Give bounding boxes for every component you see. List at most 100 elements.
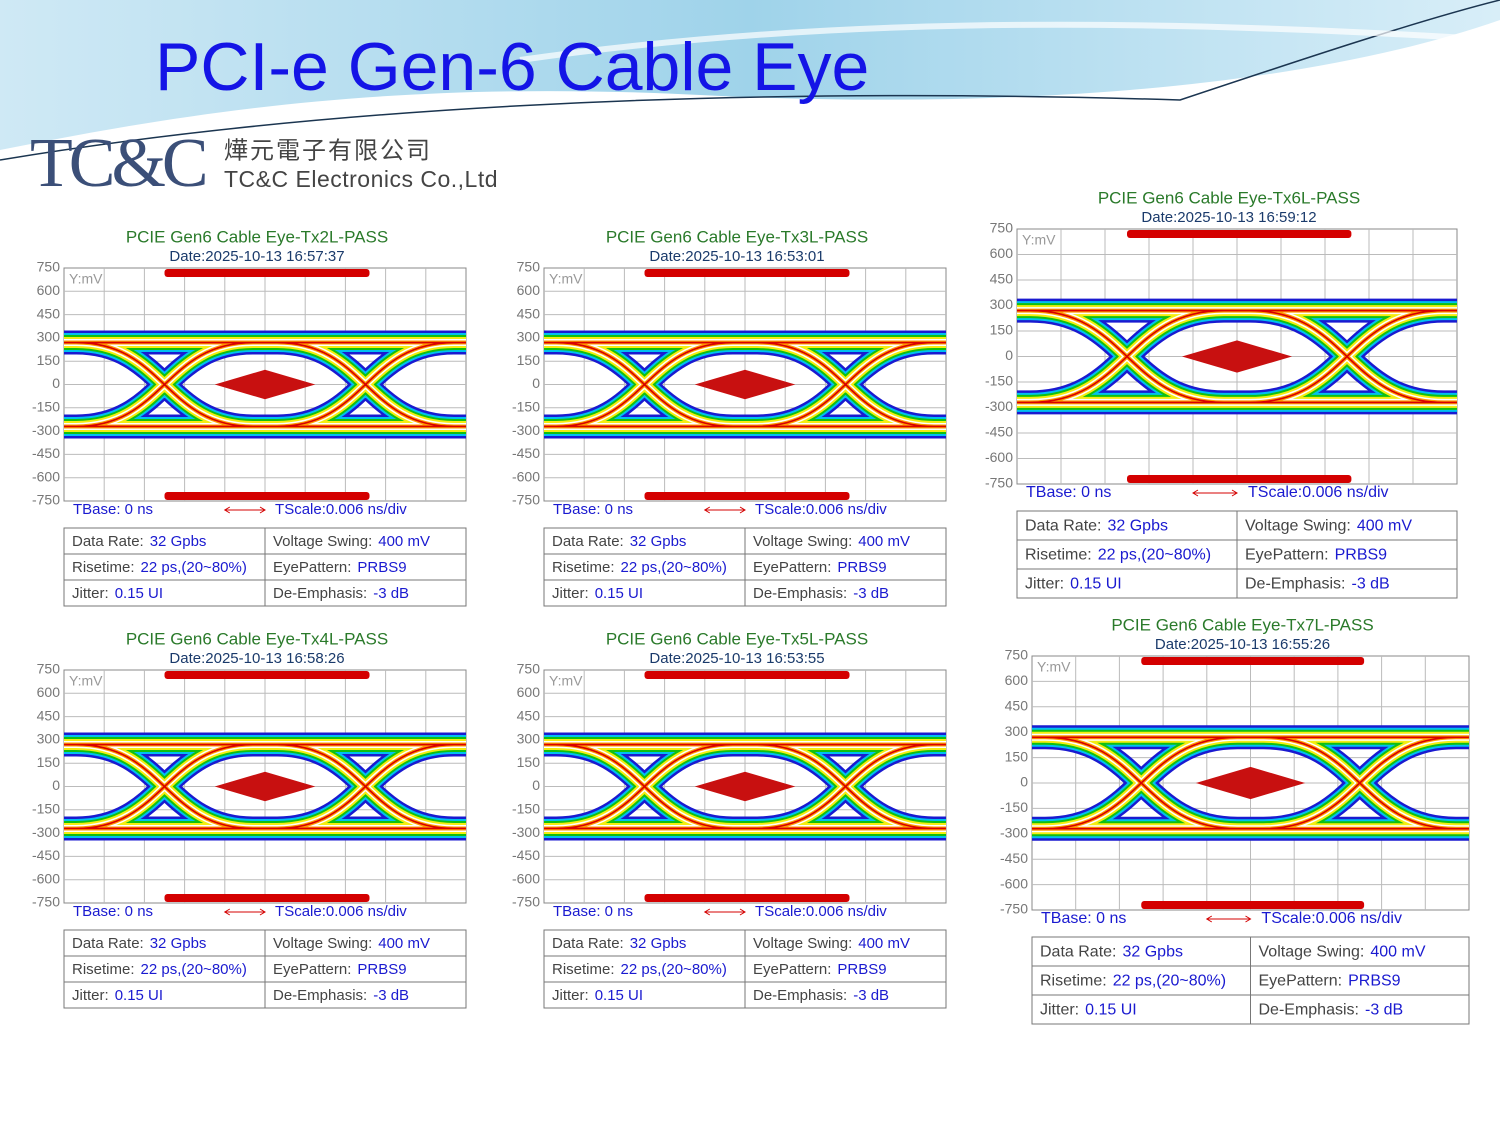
cell-label: Voltage Swing:: [1245, 518, 1351, 535]
cell-value: 0.15 UI: [115, 585, 163, 602]
y-tick-label: -150: [512, 801, 540, 817]
y-tick-label: -300: [32, 824, 60, 840]
y-unit-label: Y:mV: [549, 673, 583, 689]
eye-diagram: [544, 330, 946, 439]
y-tick-label: -450: [512, 847, 540, 863]
table-cell: EyePattern: PRBS9: [753, 559, 887, 576]
y-tick-label: -450: [32, 847, 60, 863]
y-tick-label: 600: [1005, 672, 1029, 688]
table-cell: De-Emphasis: -3 dB: [1259, 1002, 1404, 1019]
cell-label: Voltage Swing:: [753, 533, 852, 550]
panel-date: Date:2025-10-13 16:53:01: [649, 248, 824, 265]
cell-label: Voltage Swing:: [1259, 944, 1365, 961]
y-unit-label: Y:mV: [69, 673, 103, 689]
y-unit-label: Y:mV: [69, 271, 103, 287]
table-cell: Data Rate: 32 Gpbs: [1040, 944, 1183, 961]
table-cell: De-Emphasis: -3 dB: [1245, 576, 1390, 593]
y-tick-label: -750: [1000, 901, 1028, 917]
mask-bar-bottom: [1141, 901, 1365, 909]
eye-trace: [544, 341, 946, 428]
y-tick-label: 450: [517, 305, 541, 321]
y-tick-label: 600: [517, 684, 541, 700]
cell-value: PRBS9: [357, 559, 406, 576]
eye-mask: [1195, 766, 1306, 800]
eye-trace: [544, 743, 946, 830]
cell-label: De-Emphasis:: [273, 987, 367, 1004]
table-cell: Voltage Swing: 400 mV: [273, 935, 430, 952]
panel-title: PCIE Gen6 Cable Eye-Tx2L-PASS: [126, 227, 388, 246]
cell-label: Data Rate:: [552, 533, 624, 550]
cell-value: 32 Gpbs: [1107, 518, 1167, 535]
cell-value: 22 ps,(20~80%): [1113, 973, 1226, 990]
tscale: TScale:0.006 ns/div: [1248, 484, 1389, 501]
arrow-head: [223, 908, 266, 916]
table-cell: EyePattern: PRBS9: [1245, 547, 1387, 564]
cell-value: 32 Gpbs: [150, 935, 207, 952]
cell-value: 400 mV: [1370, 944, 1425, 961]
cell-label: Voltage Swing:: [273, 533, 372, 550]
y-tick-label: 450: [517, 707, 541, 723]
cell-value: PRBS9: [1335, 547, 1388, 564]
y-tick-label: 750: [37, 259, 61, 275]
y-tick-label: -750: [512, 894, 540, 910]
cell-label: Jitter:: [552, 987, 589, 1004]
header-swoosh: [0, 0, 1500, 150]
y-tick-label: 0: [532, 375, 540, 391]
table-cell: EyePattern: PRBS9: [1259, 973, 1401, 990]
cell-value: PRBS9: [837, 559, 886, 576]
y-tick-label: -300: [512, 422, 540, 438]
y-tick-label: -450: [512, 445, 540, 461]
y-tick-label: -750: [32, 492, 60, 508]
y-tick-label: -450: [985, 424, 1013, 440]
cell-value: 22 ps,(20~80%): [141, 961, 247, 978]
tbase: TBase: 0 ns: [1041, 910, 1126, 927]
y-tick-label: 0: [52, 375, 60, 391]
cell-label: EyePattern:: [753, 559, 831, 576]
y-tick-label: -600: [1000, 875, 1028, 891]
y-tick-label: -750: [512, 492, 540, 508]
header-highlight: [519, 21, 1500, 63]
y-tick-label: 150: [37, 754, 61, 770]
y-tick-label: -150: [985, 373, 1013, 389]
table-cell: Risetime: 22 ps,(20~80%): [72, 961, 247, 978]
eye-mask: [694, 771, 796, 802]
y-tick-label: 450: [37, 305, 61, 321]
arrow-head: [703, 506, 746, 514]
cell-label: Jitter:: [72, 585, 109, 602]
eye-mask: [214, 369, 316, 400]
cell-label: Data Rate:: [1040, 944, 1116, 961]
y-tick-label: 300: [1005, 723, 1029, 739]
cell-value: -3 dB: [853, 987, 889, 1004]
mask-bar-bottom: [164, 492, 370, 500]
arrow-head: [223, 506, 266, 514]
y-tick-label: -300: [1000, 825, 1028, 841]
panel-date: Date:2025-10-13 16:53:55: [649, 650, 824, 667]
mask-bar-top: [644, 671, 850, 679]
eye-trace: [64, 743, 466, 830]
table-cell: Jitter: 0.15 UI: [72, 585, 163, 602]
cell-value: 32 Gpbs: [1122, 944, 1182, 961]
cell-label: De-Emphasis:: [273, 585, 367, 602]
table-cell: EyePattern: PRBS9: [273, 961, 407, 978]
table-cell: De-Emphasis: -3 dB: [753, 987, 889, 1004]
header-line: [0, 0, 1500, 161]
table-cell: Data Rate: 32 Gpbs: [72, 533, 206, 550]
panel-date: Date:2025-10-13 16:55:26: [1155, 636, 1330, 653]
table-cell: De-Emphasis: -3 dB: [753, 585, 889, 602]
panel-title: PCIE Gen6 Cable Eye-Tx5L-PASS: [606, 629, 868, 648]
mask-bar-top: [164, 671, 370, 679]
y-tick-label: 750: [1005, 647, 1029, 663]
panel-date: Date:2025-10-13 16:58:26: [169, 650, 344, 667]
eye-diagram: [64, 732, 466, 841]
y-tick-label: -450: [32, 445, 60, 461]
cell-label: EyePattern:: [753, 961, 831, 978]
cell-value: 22 ps,(20~80%): [1098, 547, 1211, 564]
cell-value: 22 ps,(20~80%): [621, 961, 727, 978]
eye-trace: [1017, 309, 1457, 404]
cell-label: Risetime:: [1025, 547, 1092, 564]
y-tick-label: 750: [517, 661, 541, 677]
panel-title: PCIE Gen6 Cable Eye-Tx6L-PASS: [1098, 188, 1360, 207]
cell-label: Jitter:: [72, 987, 109, 1004]
table-cell: Data Rate: 32 Gpbs: [72, 935, 206, 952]
